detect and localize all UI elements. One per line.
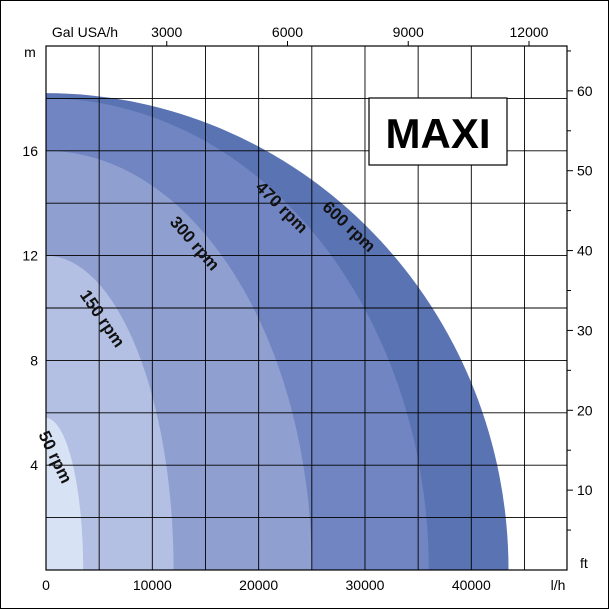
tick-labels: 0 10000 20000 30000 40000 l/h 4 8 12 16 m 10 20 30 40 5… <box>22 24 592 593</box>
right-tick-label: 10 <box>577 482 593 498</box>
right-tick-label: 50 <box>577 163 593 179</box>
top-tick-label: 9000 <box>393 24 424 40</box>
area-50-rpm <box>46 418 84 570</box>
right-tick-label: 40 <box>577 243 593 259</box>
right-tick-label: 30 <box>577 322 593 338</box>
top-tick-label: 6000 <box>272 24 303 40</box>
right-tick-label: 20 <box>577 402 593 418</box>
left-tick-label: 16 <box>22 143 38 159</box>
left-unit-label: m <box>24 44 36 60</box>
left-tick-label: 8 <box>30 352 38 368</box>
right-unit-label: ft <box>580 555 588 571</box>
top-tick-label: 3000 <box>151 24 182 40</box>
left-tick-label: 12 <box>22 248 38 264</box>
grid-lines <box>46 46 567 570</box>
bottom-tick-label: 20000 <box>239 577 278 593</box>
axes <box>45 41 573 571</box>
bottom-tick-label: 40000 <box>452 577 491 593</box>
top-tick-label: 12000 <box>510 24 549 40</box>
title-box: MAXI <box>368 97 508 166</box>
right-tick-label: 60 <box>577 83 593 99</box>
left-tick-label: 4 <box>30 457 38 473</box>
bottom-tick-label: 0 <box>42 577 50 593</box>
bottom-tick-label: 30000 <box>346 577 385 593</box>
chart-title: MAXI <box>386 110 491 157</box>
bottom-unit-label: l/h <box>551 577 566 593</box>
plot-border <box>45 45 568 571</box>
top-unit-label: Gal USA/h <box>52 24 118 40</box>
bottom-tick-label: 10000 <box>133 577 172 593</box>
